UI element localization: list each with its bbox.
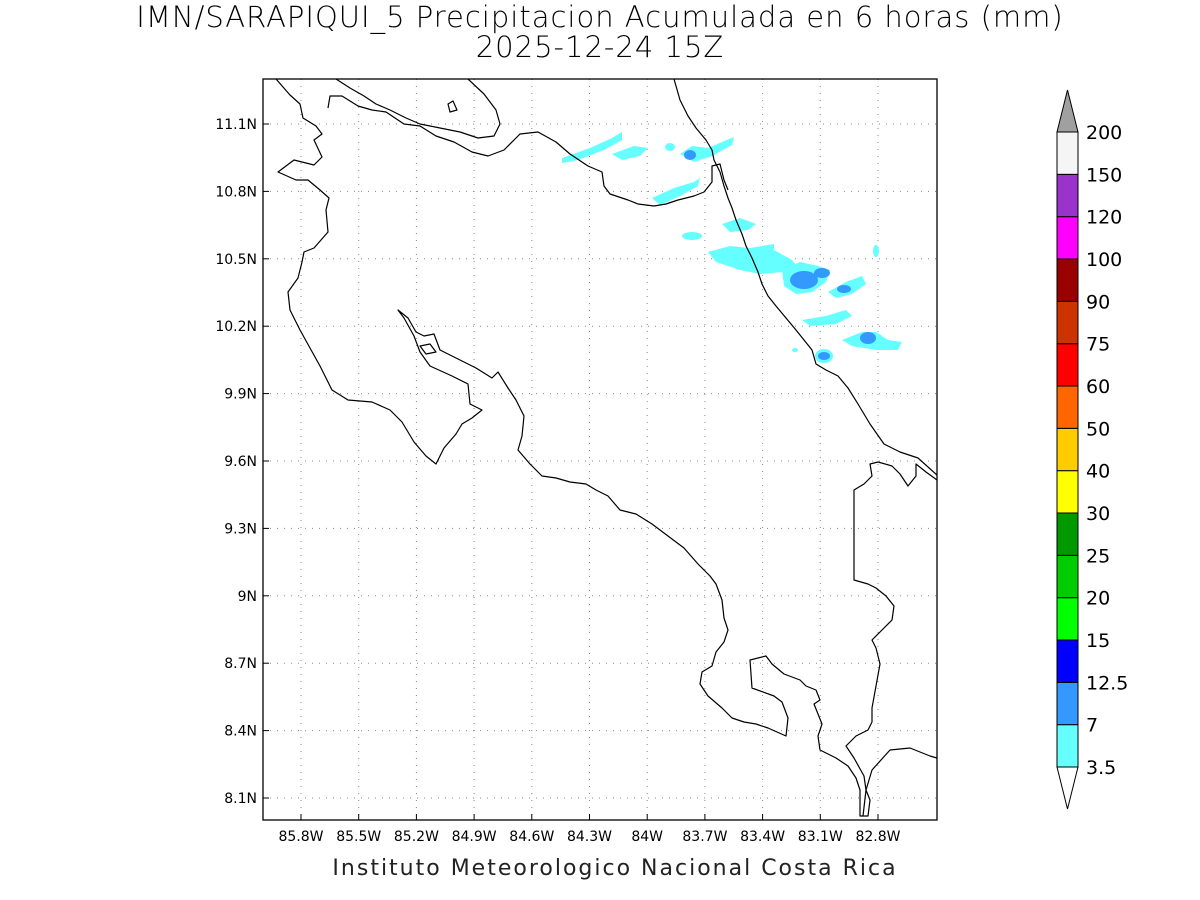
colorbar-level-label: 30 <box>1086 503 1110 525</box>
colorbar-swatch <box>1056 512 1079 556</box>
map-title: IMN/SARAPIQUI_5 Precipitacion Acumulada … <box>0 2 1200 62</box>
colorbar-level-label: 60 <box>1086 376 1110 398</box>
precip-area <box>562 132 622 163</box>
lat-tick-label: 9.3N <box>224 521 257 537</box>
colorbar-level-label: 150 <box>1086 164 1122 186</box>
colorbar: 3.5 7 12.5 15 20 25 30 40 50 60 75 90 100 120 150 200 <box>1056 89 1128 810</box>
precip-areas <box>562 132 902 363</box>
lon-tick-label: 84.3W <box>567 829 612 845</box>
island-outline <box>419 343 437 355</box>
colorbar-level-label: 200 <box>1086 122 1122 144</box>
colorbar-level-label: 120 <box>1086 207 1122 229</box>
colorbar-level-label: 12.5 <box>1086 672 1128 694</box>
colorbar-swatch <box>1056 216 1079 260</box>
lon-tick-label: 82.8W <box>855 829 900 845</box>
colorbar-swatch <box>1056 470 1079 514</box>
precip-area <box>684 150 696 160</box>
lon-tick-label: 85.5W <box>336 829 381 845</box>
colorbar-swatch <box>1056 131 1079 175</box>
precip-area <box>652 178 700 205</box>
colorbar-swatch <box>1056 300 1079 345</box>
lon-tick-label: 85.2W <box>394 829 439 845</box>
precip-area <box>682 232 702 240</box>
title-line-2: 2025-12-24 15Z <box>475 30 725 64</box>
colorbar-swatch <box>1056 554 1079 599</box>
precip-area <box>790 271 818 289</box>
colorbar-swatch <box>1056 427 1079 472</box>
lon-tick-label: 83.7W <box>682 829 727 845</box>
colorbar-swatch <box>1056 681 1079 726</box>
colorbar-level-label: 90 <box>1086 291 1110 313</box>
colorbar-swatch <box>1056 385 1079 429</box>
lon-tick-label: 83.4W <box>740 829 785 845</box>
colorbar-over-triangle <box>1056 89 1079 133</box>
lon-tick-label: 83.1W <box>798 829 843 845</box>
colorbar-under-triangle <box>1056 766 1079 810</box>
precip-area <box>665 143 675 151</box>
lon-tick-label: 84.6W <box>509 829 554 845</box>
lon-tick-label: 84.9W <box>452 829 497 845</box>
lat-tick-label: 10.8N <box>215 184 257 200</box>
colorbar-level-label: 3.5 <box>1086 757 1116 779</box>
lon-tick-label: 84W <box>631 829 663 845</box>
plot-frame <box>262 78 938 821</box>
colorbar-swatch <box>1056 724 1079 768</box>
precip-area <box>792 348 798 352</box>
precip-area <box>860 332 876 344</box>
lat-tick-label: 9.9N <box>224 387 257 403</box>
pacific-coastline <box>275 79 937 817</box>
map-gridlines <box>263 79 937 820</box>
precip-area <box>708 244 800 274</box>
precip-area <box>722 218 756 232</box>
precip-area <box>873 245 879 257</box>
colorbar-level-label: 75 <box>1086 334 1110 356</box>
panama-border <box>862 747 937 817</box>
footer-credit: Instituto Meteorologico Nacional Costa R… <box>332 856 898 881</box>
colorbar-swatch <box>1056 597 1079 641</box>
lat-tick-label: 9.6N <box>224 454 257 470</box>
colorbar-level-label: 15 <box>1086 630 1110 652</box>
colorbar-swatch <box>1056 258 1079 302</box>
lat-tick-label: 8.4N <box>224 724 257 740</box>
title-line-1: IMN/SARAPIQUI_5 Precipitacion Acumulada … <box>136 0 1064 34</box>
colorbar-level-label: 40 <box>1086 461 1110 483</box>
precip-area <box>612 146 648 160</box>
colorbar-level-label: 20 <box>1086 588 1110 610</box>
colorbar-level-label: 100 <box>1086 249 1122 271</box>
precip-area <box>814 268 830 278</box>
lake-nicaragua-shore <box>335 79 501 139</box>
precip-area <box>837 285 851 293</box>
precip-area <box>802 310 852 326</box>
lat-tick-label: 11.1N <box>215 117 257 133</box>
colorbar-swatch <box>1056 173 1079 218</box>
colorbar-level-label: 7 <box>1086 715 1098 737</box>
lat-tick-label: 10.2N <box>215 319 257 335</box>
lat-tick-label: 8.7N <box>224 656 257 672</box>
lat-tick-label: 10.5N <box>215 252 257 268</box>
colorbar-swatch <box>1056 639 1079 683</box>
precip-area <box>818 352 830 360</box>
colorbar-swatch <box>1056 343 1079 387</box>
axis-ticks: 85.8W 85.5W 85.2W 84.9W 84.6W 84.3W 84W 83.7W 83… <box>215 117 900 845</box>
island-outline <box>447 100 458 113</box>
nicaragua-border <box>327 95 729 207</box>
colorbar-level-label: 25 <box>1086 545 1110 567</box>
colorbar-level-label: 50 <box>1086 418 1110 440</box>
coastlines <box>275 79 937 817</box>
caribbean-coastline <box>673 79 937 476</box>
lat-tick-label: 9N <box>238 589 257 605</box>
lon-tick-label: 85.8W <box>278 829 323 845</box>
lat-tick-label: 8.1N <box>224 791 257 807</box>
